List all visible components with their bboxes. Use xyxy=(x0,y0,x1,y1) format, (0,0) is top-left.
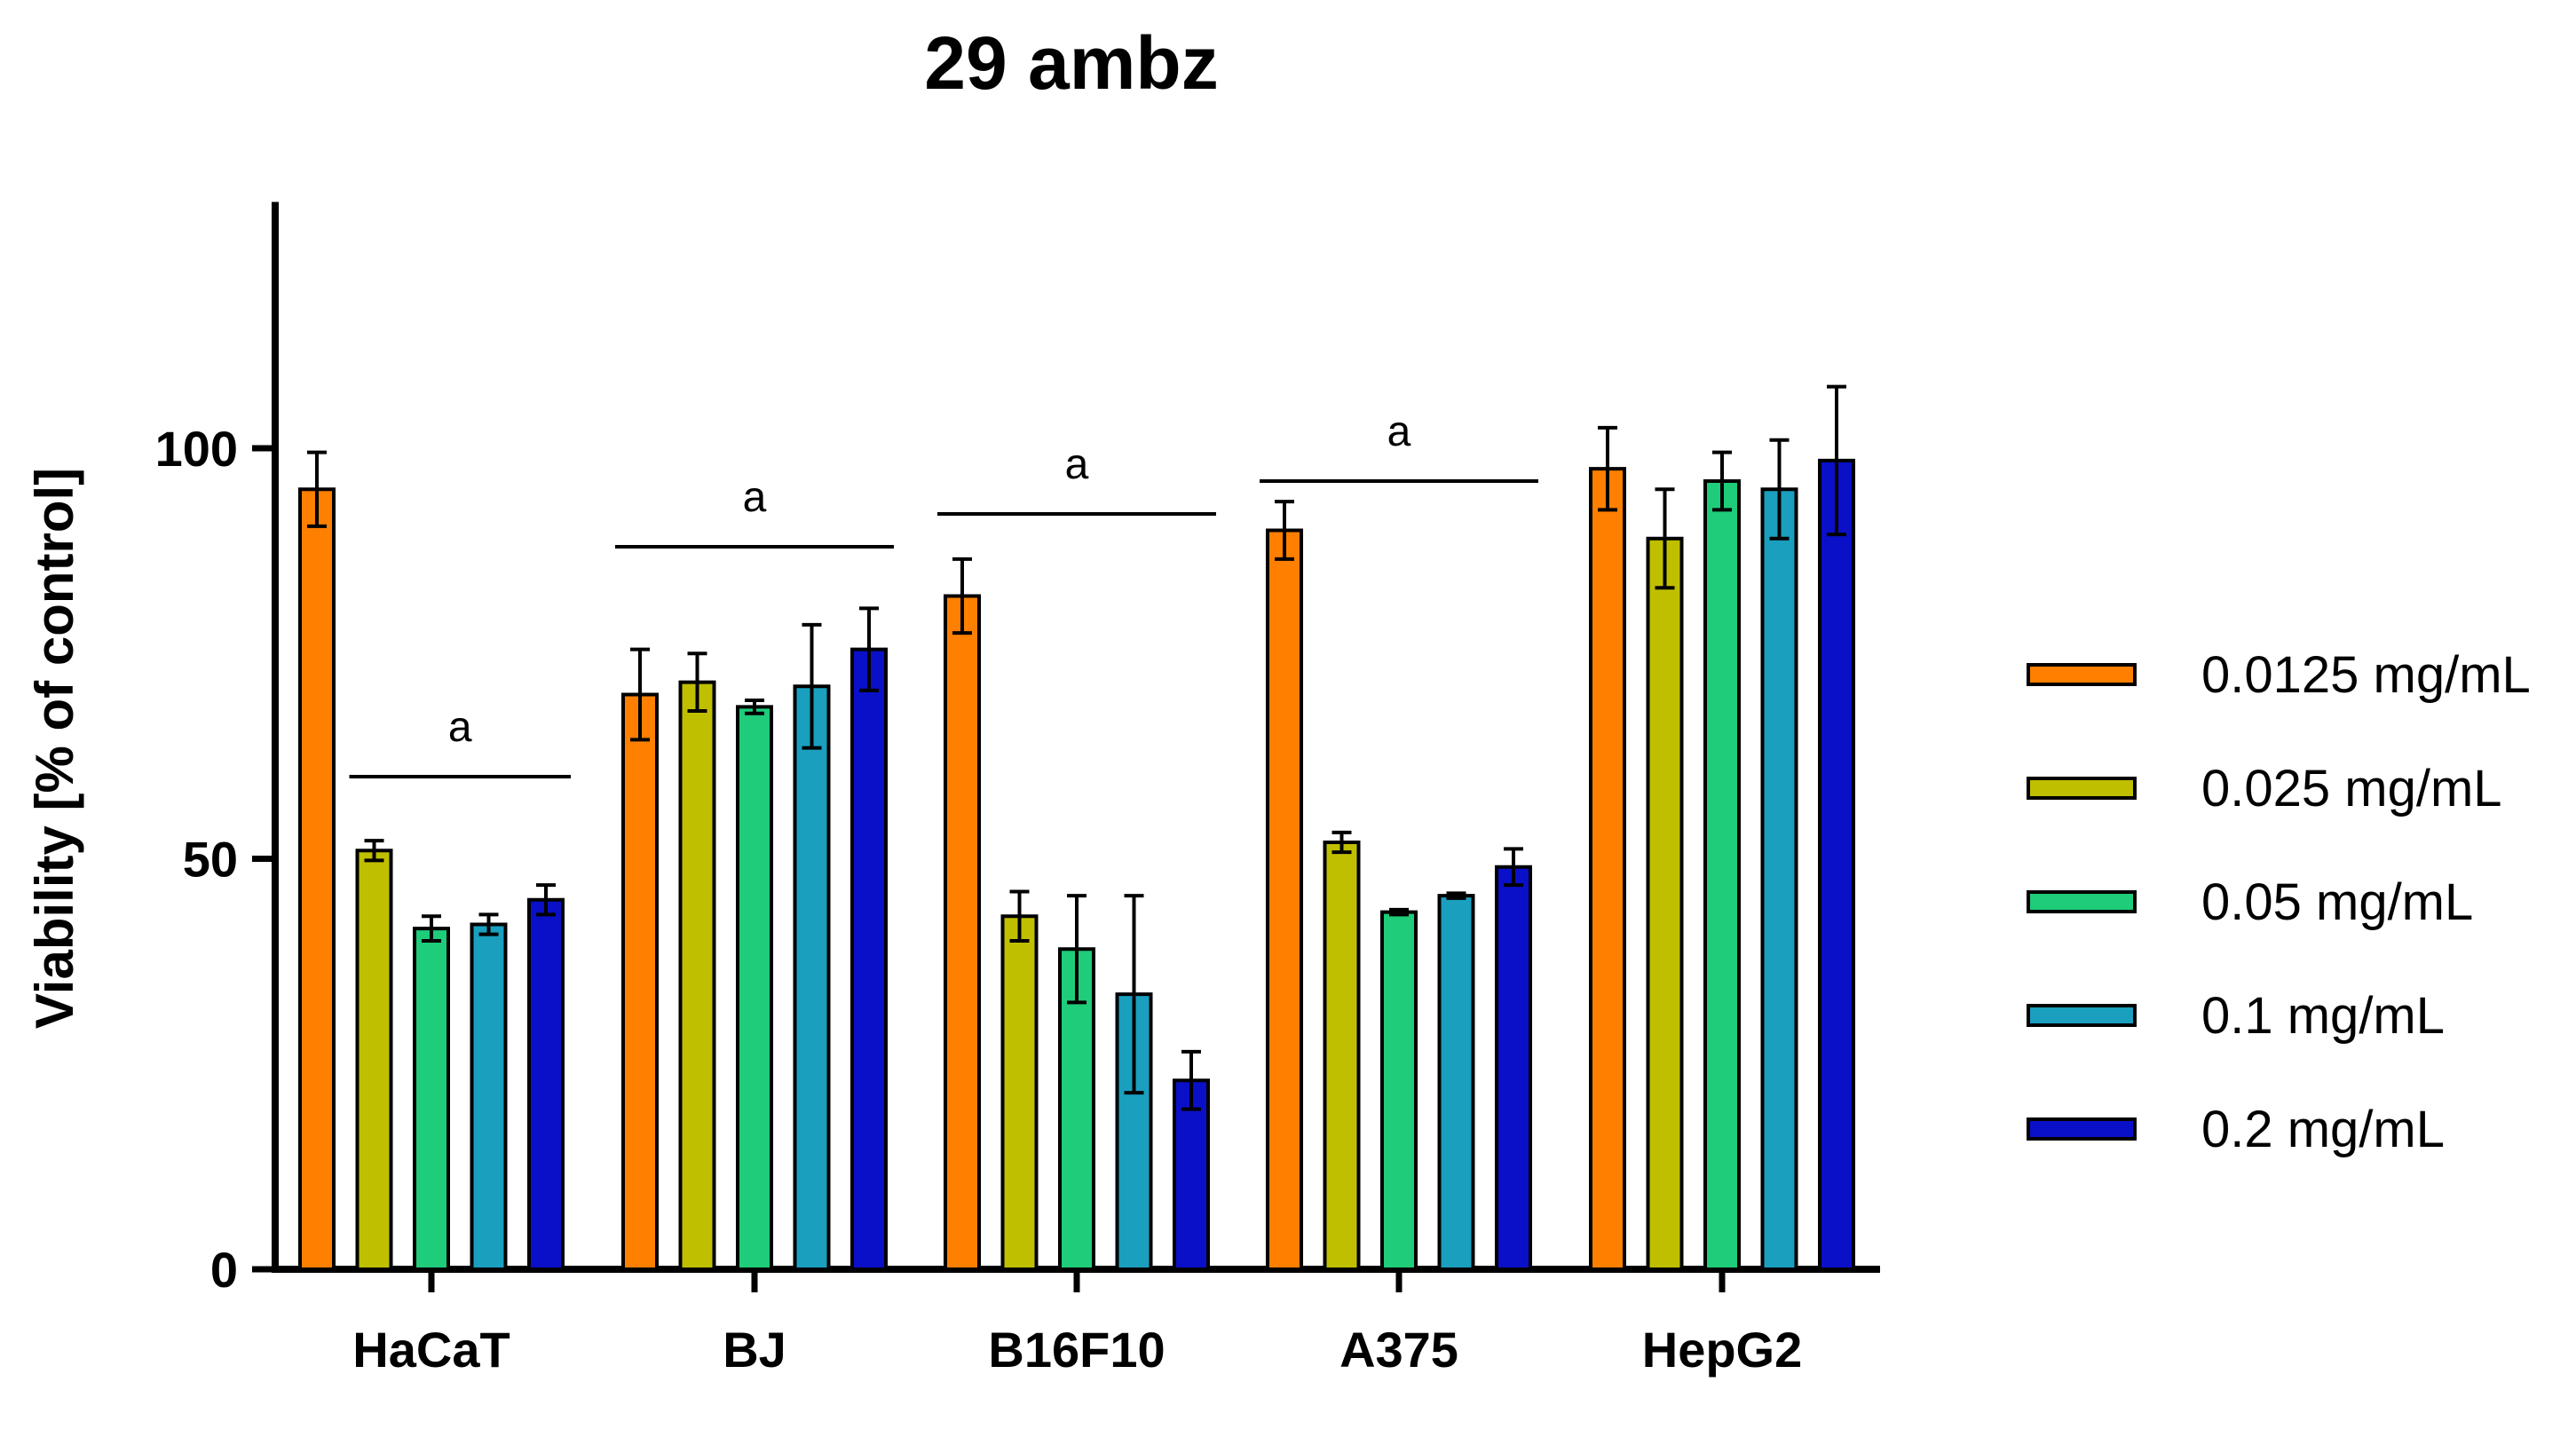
bar xyxy=(736,705,773,1271)
legend-swatch xyxy=(2027,1117,2137,1141)
y-tick-label: 0 xyxy=(210,1242,238,1298)
bar xyxy=(1495,865,1532,1271)
legend-label: 0.2 mg/mL xyxy=(2201,1101,2445,1158)
significance-letter: a xyxy=(1387,408,1411,455)
bar xyxy=(1437,894,1475,1271)
x-tick-label: HaCaT xyxy=(352,1322,510,1378)
bar xyxy=(355,849,393,1271)
bar xyxy=(298,487,336,1271)
chart-title: 29 ambz xyxy=(924,21,1219,105)
bar xyxy=(1703,479,1741,1271)
bar xyxy=(678,680,716,1271)
x-tick-label: B16F10 xyxy=(988,1322,1165,1378)
bar xyxy=(1589,467,1626,1271)
legend-label: 0.025 mg/mL xyxy=(2201,760,2502,817)
significance-letter: a xyxy=(1065,441,1089,488)
bar xyxy=(1000,914,1039,1271)
y-tick-label: 50 xyxy=(183,832,238,888)
bar xyxy=(793,684,831,1271)
significance-letter: a xyxy=(743,474,767,521)
y-axis-label: Viability [% of control] xyxy=(25,468,84,1029)
bar xyxy=(470,922,508,1271)
x-tick-label: BJ xyxy=(723,1322,786,1378)
legend-swatch xyxy=(2027,663,2137,686)
bar xyxy=(1646,536,1684,1271)
legend-swatch xyxy=(2027,890,2137,913)
bar xyxy=(850,647,888,1271)
bar xyxy=(621,692,659,1271)
legend-label: 0.05 mg/mL xyxy=(2201,873,2473,931)
bar xyxy=(413,927,450,1271)
bar xyxy=(1323,841,1361,1271)
legend-swatch xyxy=(2027,777,2137,800)
significance-letter: a xyxy=(448,704,472,751)
y-tick-label: 100 xyxy=(155,421,238,477)
bar xyxy=(1266,528,1303,1271)
legend-label: 0.0125 mg/mL xyxy=(2201,646,2531,704)
legend-label: 0.1 mg/mL xyxy=(2201,987,2445,1045)
x-tick-label: A375 xyxy=(1339,1322,1458,1378)
bar xyxy=(1760,487,1798,1271)
legend-swatch xyxy=(2027,1004,2137,1027)
bars-group xyxy=(298,384,1855,1271)
significance-annotations: a a a a xyxy=(349,408,1538,778)
bar xyxy=(944,594,981,1271)
bar xyxy=(1818,458,1855,1271)
bar xyxy=(527,897,565,1271)
x-tick-label: HepG2 xyxy=(1642,1322,1803,1378)
legend: 0.0125 mg/mL 0.025 mg/mL 0.05 mg/mL 0.1 mg/… xyxy=(2027,646,2531,1158)
bar xyxy=(1380,910,1418,1271)
